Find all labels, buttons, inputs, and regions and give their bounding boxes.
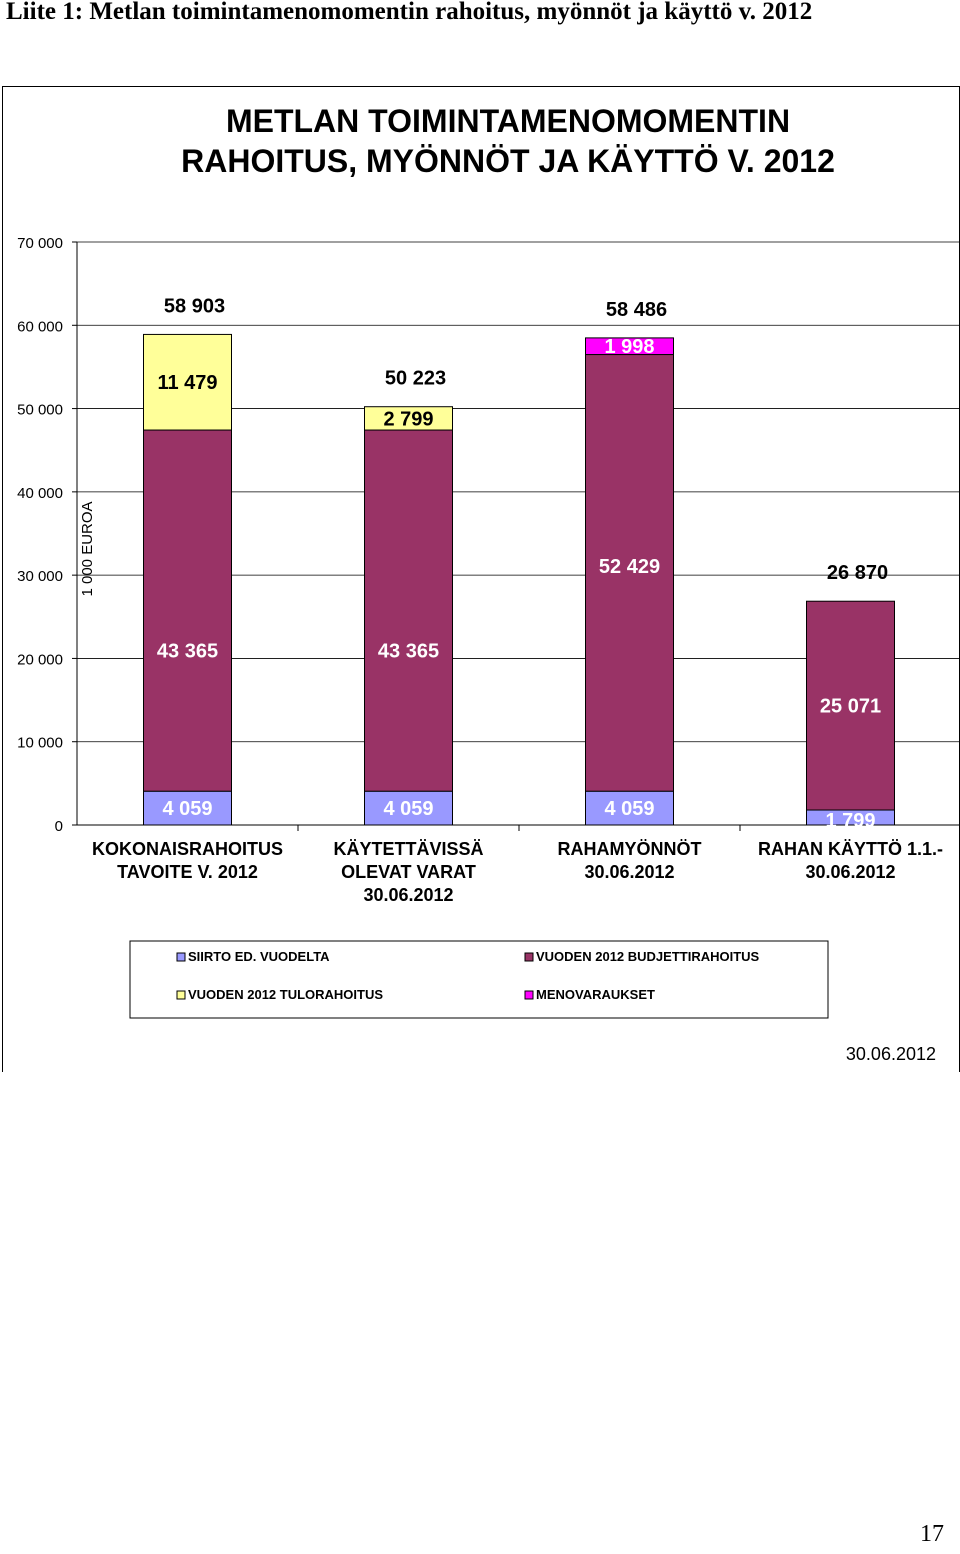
bar-segment bbox=[143, 429, 232, 792]
bar-segment bbox=[364, 790, 453, 826]
x-category-label: 30.06.2012 bbox=[805, 862, 895, 882]
chart-date-note: 30.06.2012 bbox=[846, 1044, 936, 1064]
bar-segment bbox=[585, 790, 674, 826]
legend-label: VUODEN 2012 BUDJETTIRAHOITUS bbox=[536, 949, 760, 964]
legend-label: MENOVARAUKSET bbox=[536, 987, 655, 1002]
bar-segment bbox=[806, 600, 895, 811]
y-tick-label: 70 000 bbox=[17, 235, 63, 252]
x-category-label: KÄYTETTÄVISSÄ bbox=[333, 839, 483, 859]
legend-swatch bbox=[176, 952, 186, 962]
chart-frame: METLAN TOIMINTAMENOMOMENTIN RAHOITUS, MYÖ… bbox=[2, 86, 960, 1072]
data-label: 4 059 bbox=[162, 798, 212, 820]
total-label: 50 223 bbox=[385, 368, 446, 390]
total-label: 58 486 bbox=[606, 299, 667, 321]
y-tick-label: 50 000 bbox=[17, 402, 63, 419]
data-label: 4 059 bbox=[604, 798, 654, 820]
x-category-label: RAHAMYÖNNÖT bbox=[558, 839, 702, 859]
total-label: 58 903 bbox=[164, 295, 225, 317]
bar-segment bbox=[364, 406, 453, 431]
total-label: 26 870 bbox=[827, 562, 888, 584]
x-category-label: TAVOITE V. 2012 bbox=[117, 862, 258, 882]
legend-box bbox=[129, 940, 829, 1019]
data-label: 1 998 bbox=[604, 336, 654, 358]
bar-segment bbox=[364, 429, 453, 792]
data-label: 25 071 bbox=[820, 696, 881, 718]
x-category-label: 30.06.2012 bbox=[363, 885, 453, 905]
y-tick-label: 30 000 bbox=[17, 568, 63, 585]
data-label: 2 799 bbox=[383, 408, 433, 430]
x-category-label: OLEVAT VARAT bbox=[341, 862, 476, 882]
bar-segment bbox=[585, 354, 674, 792]
chart-title-line: RAHOITUS, MYÖNNÖT JA KÄYTTÖ V. 2012 bbox=[181, 143, 835, 179]
data-label: 1 799 bbox=[825, 810, 875, 832]
legend-swatch bbox=[176, 990, 186, 1000]
legend-swatch bbox=[524, 952, 534, 962]
chart-title-line: METLAN TOIMINTAMENOMOMENTIN bbox=[226, 103, 790, 139]
y-tick-label: 10 000 bbox=[17, 735, 63, 752]
x-category-label: RAHAN KÄYTTÖ 1.1.- bbox=[758, 839, 943, 859]
y-tick-label: 40 000 bbox=[17, 485, 63, 502]
legend-label: SIIRTO ED. VUODELTA bbox=[188, 949, 330, 964]
x-category-label: 30.06.2012 bbox=[584, 862, 674, 882]
x-category-label: KOKONAISRAHOITUS bbox=[92, 839, 283, 859]
data-label: 11 479 bbox=[157, 372, 217, 394]
y-tick-label: 20 000 bbox=[17, 651, 63, 668]
data-label: 43 365 bbox=[157, 641, 218, 663]
y-tick-label: 0 bbox=[55, 818, 63, 835]
page-number: 17 bbox=[920, 1521, 944, 1547]
stacked-bar-chart: METLAN TOIMINTAMENOMOMENTIN RAHOITUS, MYÖ… bbox=[17, 103, 960, 1064]
bar-segment bbox=[585, 337, 674, 356]
legend-swatch bbox=[524, 990, 534, 1000]
y-tick-label: 60 000 bbox=[17, 318, 63, 335]
y-axis-label: 1 000 EUROA bbox=[79, 501, 96, 596]
document-heading: Liite 1: Metlan toimintamenomomentin rah… bbox=[6, 0, 813, 25]
bar-segment bbox=[143, 333, 232, 431]
data-label: 52 429 bbox=[599, 556, 660, 578]
data-label: 43 365 bbox=[378, 641, 439, 663]
bar-segment bbox=[143, 790, 232, 826]
data-label: 4 059 bbox=[383, 798, 433, 820]
legend-label: VUODEN 2012 TULORAHOITUS bbox=[188, 987, 383, 1002]
